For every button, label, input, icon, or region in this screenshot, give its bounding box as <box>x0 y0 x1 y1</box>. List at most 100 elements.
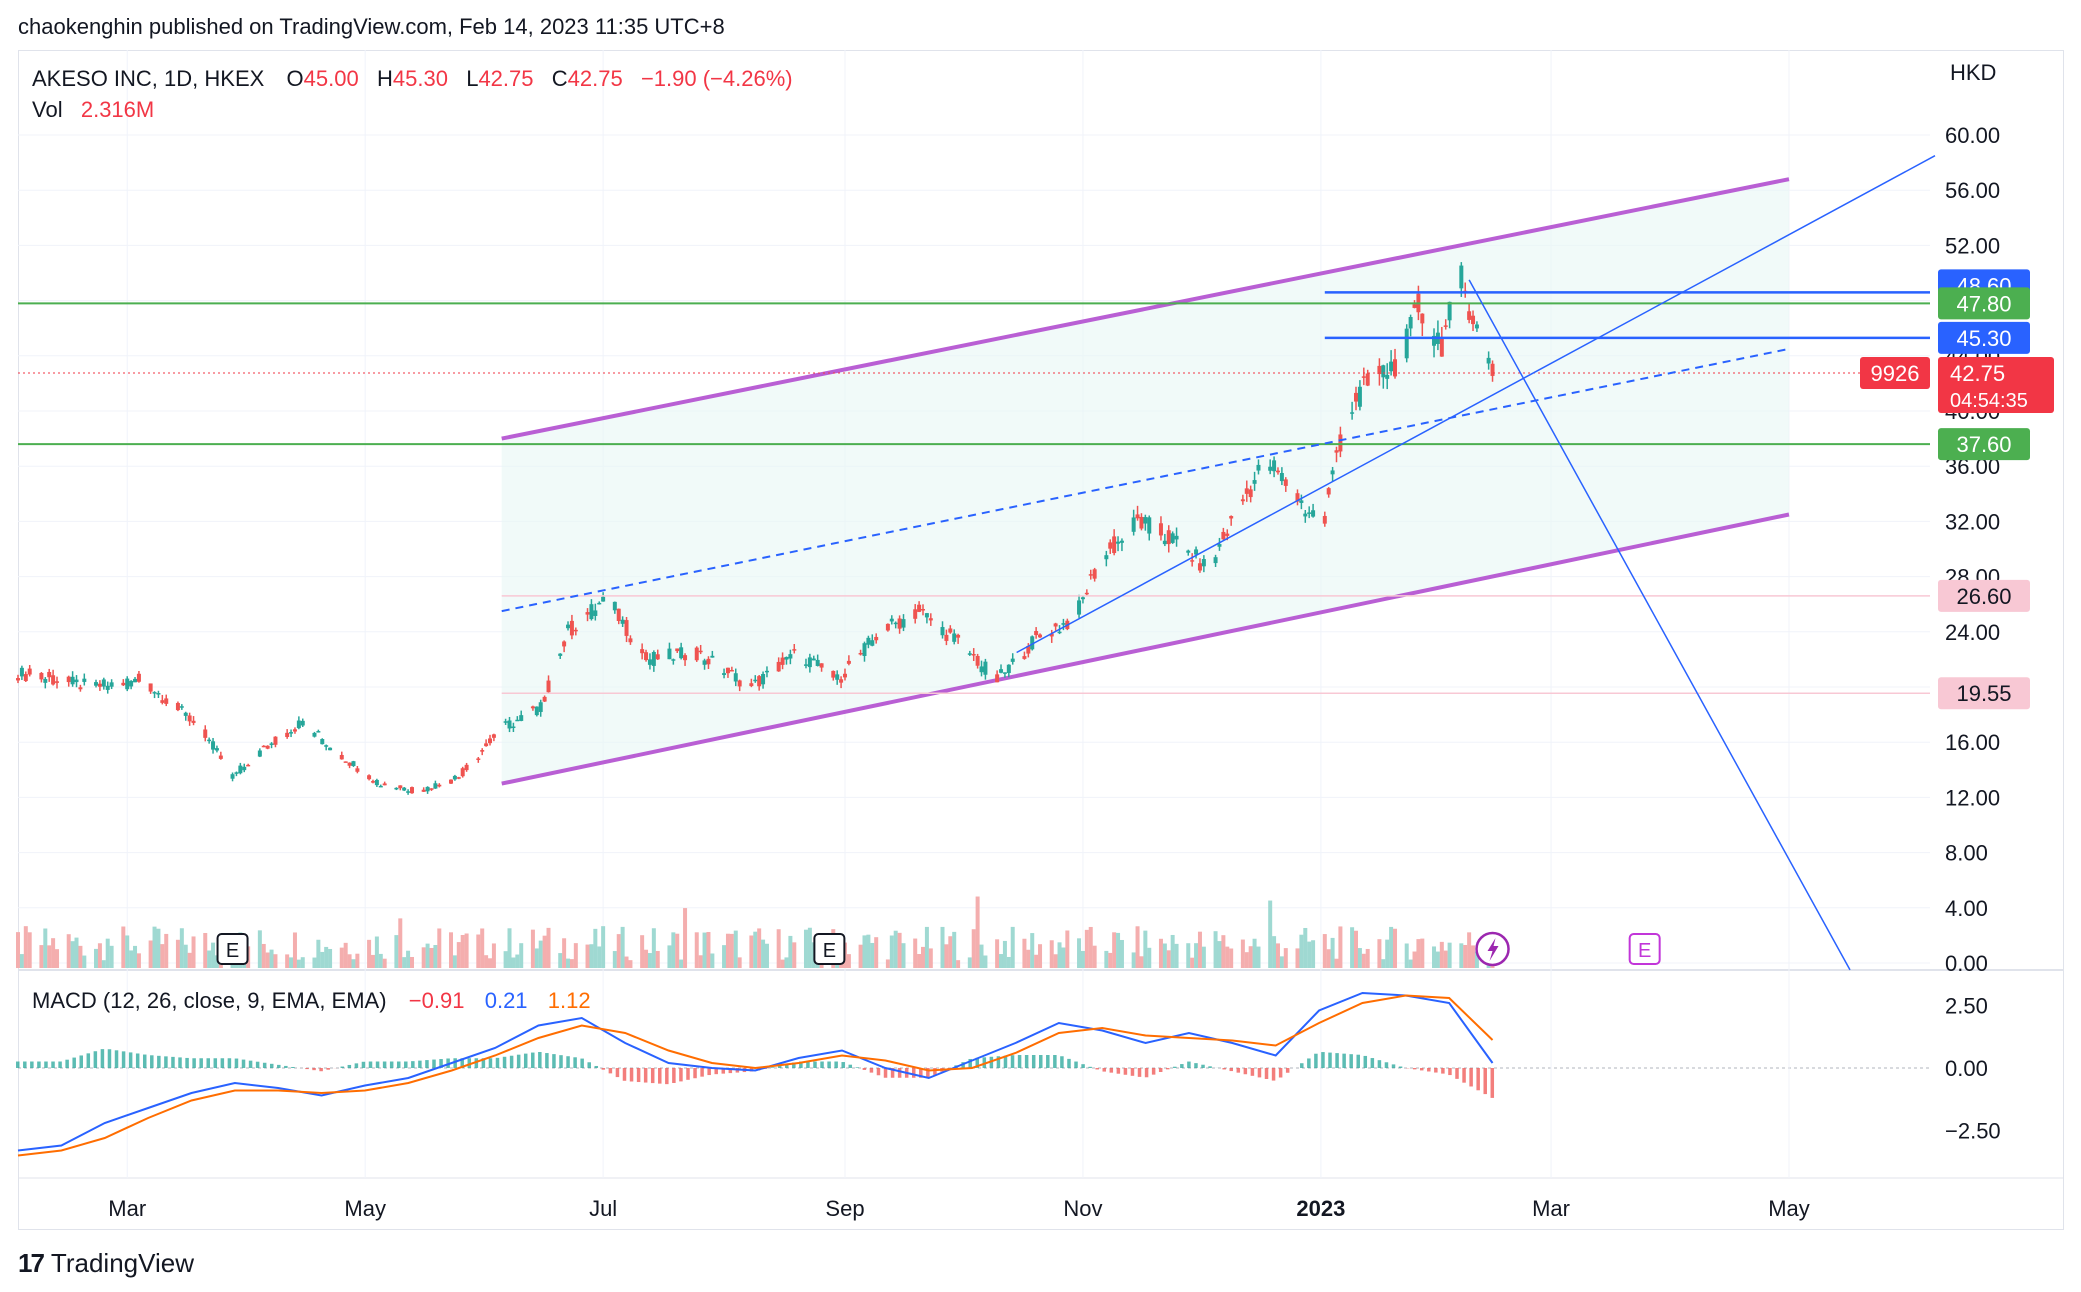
price-tick-label: 12.00 <box>1945 785 2000 810</box>
volume-bar <box>999 954 1004 968</box>
volume-bar <box>952 931 957 968</box>
candle-body <box>347 762 352 766</box>
volume-bar <box>1030 933 1035 968</box>
candle-body <box>273 736 278 745</box>
candle-body <box>39 672 44 680</box>
volume-bar <box>1354 930 1359 968</box>
candle-body <box>1030 636 1035 650</box>
volume-bar <box>1197 931 1202 968</box>
candle-body <box>1357 386 1362 407</box>
volume-legend[interactable]: Vol 2.316M <box>32 97 154 123</box>
macd-histogram-bar <box>227 1058 232 1068</box>
volume-bar <box>1186 943 1191 968</box>
symbol-code-tag: 9926 <box>1871 361 1920 386</box>
macd-legend[interactable]: MACD (12, 26, close, 9, EMA, EMA) −0.91 … <box>32 988 591 1014</box>
macd-histogram-bar <box>65 1059 69 1068</box>
volume-bar <box>1166 950 1171 968</box>
candle-body <box>187 715 192 722</box>
candle-body <box>238 765 243 774</box>
macd-histogram-bar <box>368 1061 373 1068</box>
volume-bar <box>1038 944 1043 968</box>
vol-label: Vol <box>32 97 63 122</box>
open-value: 45.00 <box>303 66 359 91</box>
symbol-name: AKESO INC, 1D, HKEX <box>32 66 265 91</box>
candle-body <box>940 627 945 636</box>
macd-histogram-bar <box>714 1068 718 1075</box>
volume-bar <box>702 932 707 968</box>
candle-body <box>569 620 574 636</box>
macd-histogram-bar <box>1229 1068 1233 1072</box>
symbol-legend[interactable]: AKESO INC, 1D, HKEX O45.00 H45.30 L42.75… <box>32 66 793 92</box>
volume-bar <box>129 950 134 968</box>
macd-histogram-bar <box>23 1061 27 1068</box>
volume-bar <box>511 957 516 968</box>
candle-body <box>683 655 688 661</box>
macd-histogram-bar <box>855 1067 860 1068</box>
candle-body <box>1002 672 1007 674</box>
macd-histogram-bar <box>1412 1068 1417 1070</box>
price-tick-label: 56.00 <box>1945 178 2000 203</box>
volume-bar <box>566 958 571 968</box>
candle-body <box>425 786 430 792</box>
candle-body <box>530 706 535 709</box>
volume-bar <box>1322 934 1327 968</box>
volume-bar <box>480 928 485 968</box>
volume-bar <box>710 953 715 968</box>
tradingview-logo[interactable]: 17 TradingView <box>18 1248 194 1279</box>
low-value: 42.75 <box>478 66 534 91</box>
candle-body <box>191 720 196 723</box>
candle-body <box>23 674 28 682</box>
candle-body <box>406 791 411 793</box>
candle-body <box>624 620 629 636</box>
candle-body <box>897 618 902 629</box>
macd-histogram-bar <box>912 1068 916 1078</box>
macd-pane <box>16 991 1495 1157</box>
candle-body <box>1474 324 1479 329</box>
macd-histogram-bar <box>121 1051 126 1068</box>
volume-bar <box>1229 948 1234 968</box>
volume-bar <box>355 953 360 968</box>
candle-body <box>803 664 808 666</box>
candle-body <box>1158 523 1163 536</box>
candle-body <box>378 785 383 788</box>
volume-bar <box>203 932 208 968</box>
volume-bar <box>1194 943 1199 968</box>
macd-histogram-bar <box>890 1068 895 1078</box>
macd-histogram-bar <box>1060 1056 1064 1068</box>
volume-bar <box>1268 900 1273 968</box>
volume-bar <box>1026 949 1031 968</box>
macd-histogram-bar <box>1391 1064 1396 1068</box>
macd-histogram-bar <box>1441 1068 1445 1074</box>
volume-bar <box>448 932 453 968</box>
volume-bar <box>211 942 216 968</box>
macd-histogram-bar <box>1024 1055 1029 1068</box>
volume-bar <box>784 957 789 968</box>
candle-body <box>394 787 399 790</box>
macd-histogram-bar <box>1116 1068 1121 1074</box>
macd-histogram-bar <box>241 1059 246 1068</box>
volume-bar <box>1213 931 1218 968</box>
volume-bar <box>433 945 438 968</box>
candle-body <box>1338 434 1343 452</box>
candle-body <box>1393 359 1398 377</box>
macd-histogram-bar <box>114 1050 119 1068</box>
candle-body <box>706 658 711 665</box>
volume-bar <box>339 947 344 968</box>
volume-bar <box>776 929 781 968</box>
macd-histogram-bar <box>1342 1053 1346 1068</box>
volume-bar <box>421 947 426 968</box>
volume-bar <box>601 926 606 968</box>
volume-bar <box>1190 957 1195 968</box>
candle-body <box>1116 541 1121 544</box>
volume-bar <box>1080 950 1085 968</box>
volume-bar <box>374 936 379 968</box>
volume-bar <box>706 931 711 968</box>
candle-body <box>515 719 520 722</box>
macd-histogram-bar <box>171 1056 175 1068</box>
volume-bar <box>667 945 672 968</box>
macd-histogram-bar <box>926 1068 930 1078</box>
price-tick-label: 8.00 <box>1945 841 1988 866</box>
candle-body <box>265 745 270 749</box>
candle-body <box>1194 549 1199 555</box>
